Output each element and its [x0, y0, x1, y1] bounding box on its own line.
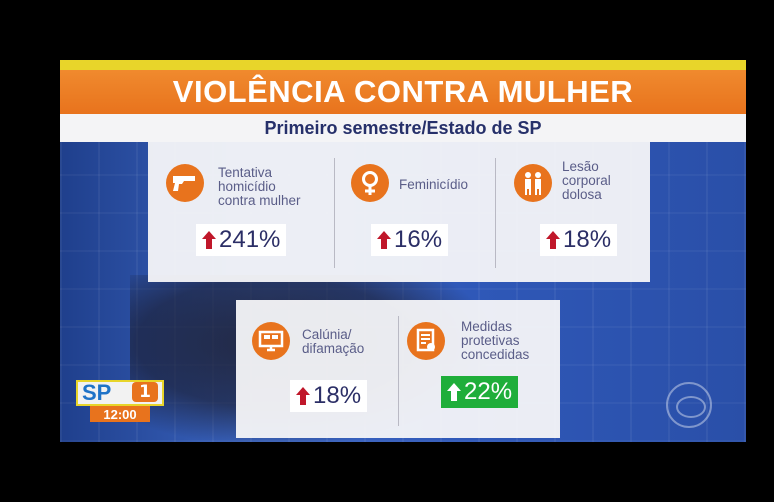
stat-card-calunia: Calúnia/ difamação 18%: [236, 300, 398, 438]
gun-icon: [166, 164, 204, 202]
computer-icon: [252, 322, 290, 360]
document-icon: [407, 322, 445, 360]
stat-value-highlighted: 22%: [441, 376, 519, 408]
female-symbol-icon: [351, 164, 389, 202]
divider: [495, 158, 496, 268]
stat-card-lesao-corporal: Lesão corporal dolosa 18%: [496, 142, 650, 282]
tv-screen: VIOLÊNCIA CONTRA MULHER Primeiro semestr…: [60, 60, 746, 442]
stat-card-tentativa-homicidio: Tentativa homicídio contra mulher 241%: [148, 142, 334, 282]
page-subtitle: Primeiro semestre/Estado de SP: [264, 117, 542, 138]
stat-value: 18%: [540, 224, 618, 256]
arrow-up-icon: [296, 387, 310, 405]
card-label: Lesão corporal dolosa: [562, 159, 611, 202]
stats-panel-bottom: Calúnia/ difamação 18% Medidas protetiva…: [236, 300, 560, 438]
clock-time: 12:00: [90, 406, 150, 422]
arrow-up-icon: [546, 231, 560, 249]
page-title: VIOLÊNCIA CONTRA MULHER: [172, 74, 634, 109]
divider: [334, 158, 335, 268]
card-label: Tentativa homicídio contra mulher: [218, 165, 301, 208]
arrow-up-icon: [447, 383, 461, 401]
logo-badge: 1: [132, 382, 158, 402]
stats-panel-top: Tentativa homicídio contra mulher 241% F…: [148, 142, 650, 282]
stat-value: 18%: [290, 380, 368, 412]
title-bar: VIOLÊNCIA CONTRA MULHER: [60, 60, 746, 114]
stat-value: 16%: [371, 224, 449, 256]
sp1-logo: SP 1 12:00: [76, 380, 164, 422]
card-label: Medidas protetivas concedidas: [461, 319, 530, 362]
divider: [398, 316, 399, 426]
globo-watermark-icon: [666, 382, 712, 428]
subtitle-bar: Primeiro semestre/Estado de SP: [60, 114, 746, 142]
arrow-up-icon: [377, 231, 391, 249]
arrow-up-icon: [202, 231, 216, 249]
card-label: Feminicídio: [399, 177, 469, 192]
stat-card-feminicidio: Feminicídio 16%: [335, 142, 495, 282]
stat-value: 241%: [196, 224, 287, 256]
card-label: Calúnia/ difamação: [302, 327, 365, 356]
stat-card-medidas-protetivas: Medidas protetivas concedidas 22%: [399, 300, 560, 438]
logo-text: SP: [76, 380, 164, 406]
people-icon: [514, 164, 552, 202]
